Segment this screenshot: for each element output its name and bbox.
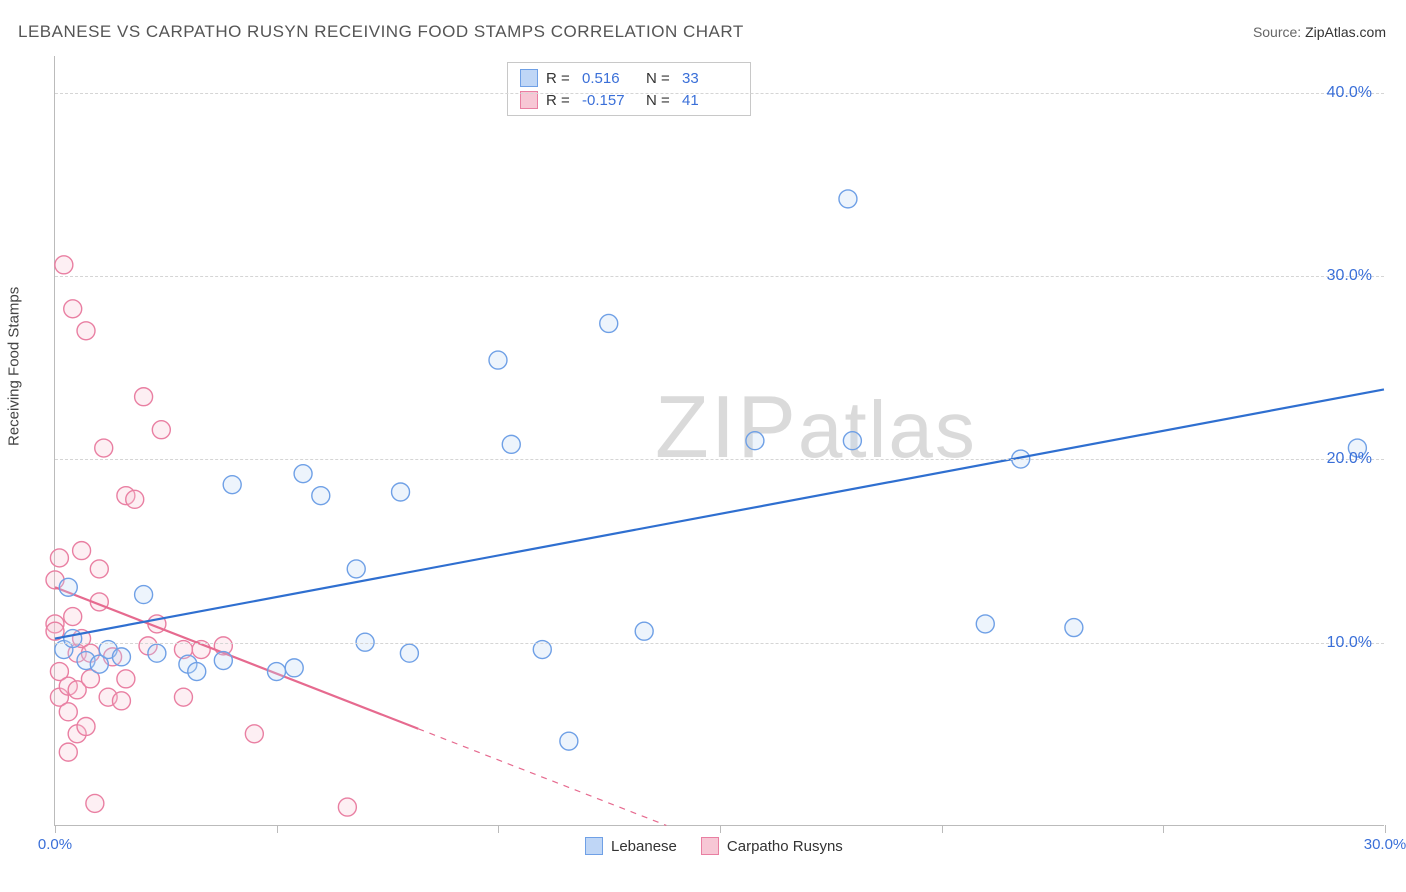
swatch-lebanese	[520, 69, 538, 87]
y-tick-label: 10.0%	[1327, 634, 1372, 652]
x-tick-label: 30.0%	[1364, 836, 1406, 853]
swatch-carpatho	[520, 91, 538, 109]
y-tick-label: 30.0%	[1327, 267, 1372, 285]
n-value-lebanese: 33	[682, 70, 738, 87]
x-tick-label: 0.0%	[38, 836, 72, 853]
source-value: ZipAtlas.com	[1305, 24, 1386, 40]
plot-svg	[55, 56, 1384, 825]
plot-area: ZIPatlas R = 0.516 N = 33 R = -0.157 N =…	[54, 56, 1384, 826]
y-axis-title: Receiving Food Stamps	[6, 287, 23, 446]
legend-item-carpatho: Carpatho Rusyns	[701, 837, 843, 855]
stats-legend: R = 0.516 N = 33 R = -0.157 N = 41	[507, 62, 751, 116]
legend-label-carpatho: Carpatho Rusyns	[727, 838, 843, 855]
series-legend: Lebanese Carpatho Rusyns	[585, 837, 843, 855]
legend-item-lebanese: Lebanese	[585, 837, 677, 855]
legend-label-lebanese: Lebanese	[611, 838, 677, 855]
source-label: Source:	[1253, 24, 1301, 40]
n-label: N =	[646, 92, 674, 109]
swatch-carpatho-2	[701, 837, 719, 855]
r-label: R =	[546, 70, 574, 87]
r-value-carpatho: -0.157	[582, 92, 638, 109]
y-tick-label: 20.0%	[1327, 450, 1372, 468]
swatch-lebanese-2	[585, 837, 603, 855]
r-label: R =	[546, 92, 574, 109]
stats-row-lebanese: R = 0.516 N = 33	[508, 67, 750, 89]
y-tick-label: 40.0%	[1327, 84, 1372, 102]
r-value-lebanese: 0.516	[582, 70, 638, 87]
n-value-carpatho: 41	[682, 92, 738, 109]
n-label: N =	[646, 70, 674, 87]
chart-title: LEBANESE VS CARPATHO RUSYN RECEIVING FOO…	[18, 22, 744, 42]
source-credit: Source: ZipAtlas.com	[1253, 24, 1386, 40]
